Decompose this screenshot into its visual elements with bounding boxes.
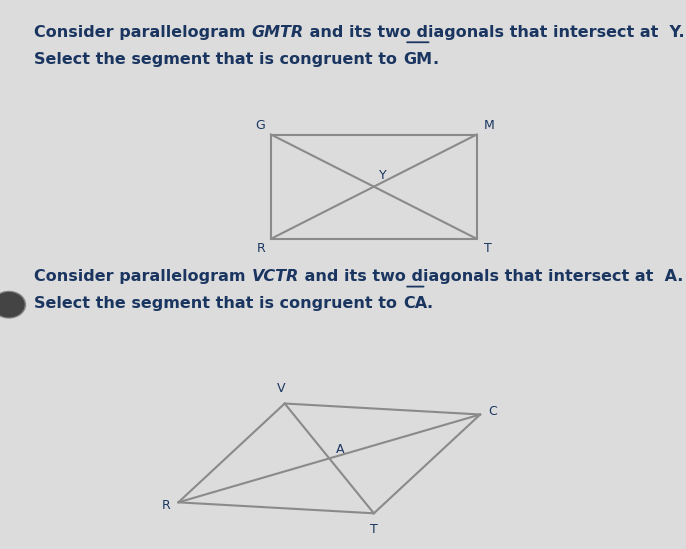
Circle shape <box>0 292 25 318</box>
Text: and its two diagonals that intersect at  Y.: and its two diagonals that intersect at … <box>304 25 685 40</box>
Text: and its two diagonals that intersect at  A.: and its two diagonals that intersect at … <box>299 269 683 284</box>
Circle shape <box>0 293 24 317</box>
Text: GMTR: GMTR <box>252 25 304 40</box>
Text: G: G <box>256 119 265 132</box>
Text: Select the segment that is congruent to: Select the segment that is congruent to <box>34 52 403 67</box>
Text: V: V <box>277 382 285 395</box>
Text: M: M <box>484 119 495 132</box>
Text: Consider parallelogram: Consider parallelogram <box>34 25 252 40</box>
Text: GM: GM <box>403 52 432 67</box>
Text: Select the segment that is congruent to: Select the segment that is congruent to <box>34 296 403 311</box>
Text: T: T <box>370 523 378 536</box>
Text: T: T <box>484 242 491 255</box>
Text: CA: CA <box>403 296 427 311</box>
Text: .: . <box>427 296 445 311</box>
Text: VCTR: VCTR <box>252 269 299 284</box>
Text: A: A <box>336 442 344 456</box>
Text: Consider parallelogram: Consider parallelogram <box>34 269 252 284</box>
Text: R: R <box>161 498 170 512</box>
Text: Y: Y <box>379 169 387 182</box>
Text: C: C <box>488 405 497 418</box>
Text: .: . <box>432 52 438 67</box>
Text: R: R <box>257 242 265 255</box>
